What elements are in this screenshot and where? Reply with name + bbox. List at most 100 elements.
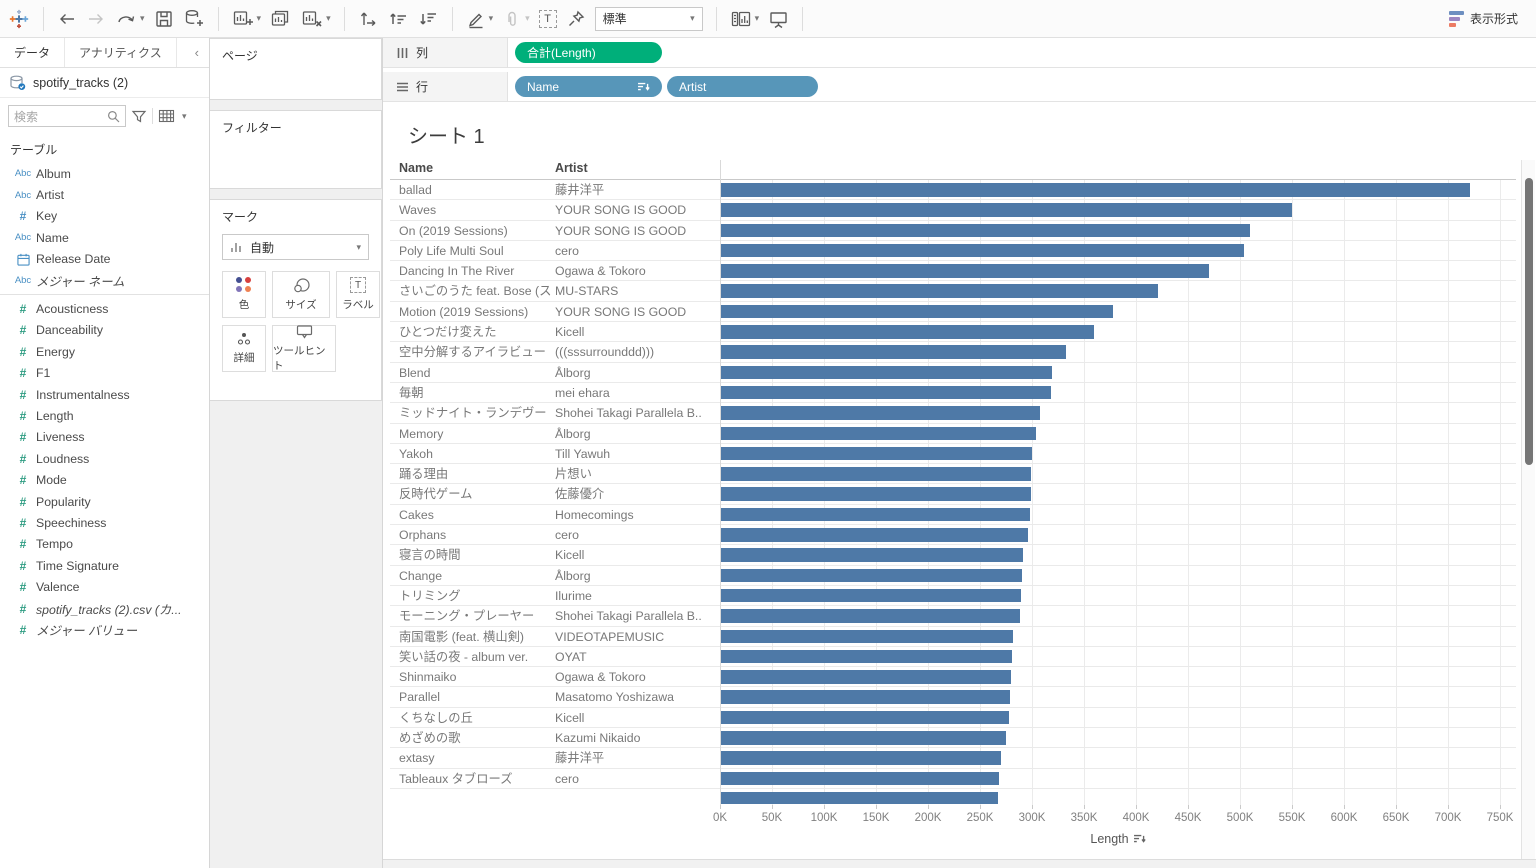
field-Speechiness[interactable]: #Speechiness (0, 512, 209, 533)
track-name[interactable]: Memory (399, 424, 551, 444)
track-name[interactable]: 毎朝 (399, 383, 551, 403)
artist-name[interactable]: Till Yawuh (555, 444, 715, 464)
field-Album[interactable]: AbcAlbum (0, 163, 209, 184)
label-button[interactable]: T ラベル (336, 271, 380, 318)
field-Length[interactable]: #Length (0, 405, 209, 426)
artist-name[interactable]: mei ehara (555, 383, 715, 403)
bar[interactable] (720, 284, 1158, 298)
track-name[interactable]: Tableaux タブローズ (399, 769, 551, 789)
artist-name[interactable]: Kicell (555, 545, 715, 565)
field-F1[interactable]: #F1 (0, 363, 209, 384)
artist-name[interactable]: 片想い (555, 464, 715, 484)
field-Danceability[interactable]: #Danceability (0, 320, 209, 341)
field-Artist[interactable]: AbcArtist (0, 184, 209, 205)
bar[interactable] (720, 325, 1094, 339)
track-name[interactable]: トリミング (399, 586, 551, 606)
clear-sheet-button[interactable]: ▾ (301, 8, 331, 29)
highlight-button[interactable]: ▾ (466, 9, 494, 29)
duplicate-sheet-button[interactable] (270, 8, 292, 29)
track-name[interactable]: Blend (399, 363, 551, 383)
pages-card[interactable]: ページ (210, 38, 382, 100)
dropdown-caret-icon[interactable]: ▾ (326, 13, 331, 24)
field-Tempo[interactable]: #Tempo (0, 534, 209, 555)
track-name[interactable]: 寝言の時間 (399, 545, 551, 565)
column-header-name[interactable]: Name (399, 161, 433, 175)
text-label-button[interactable]: T (539, 10, 557, 28)
bar[interactable] (720, 305, 1113, 319)
track-name[interactable]: extasy (399, 748, 551, 768)
columns-shelf-area[interactable]: 合計(Length) (508, 38, 1536, 68)
bar[interactable] (720, 467, 1031, 481)
artist-name[interactable]: OYAT (555, 647, 715, 667)
field-spotify_tracks (2).csv (カ...[interactable]: #spotify_tracks (2).csv (カ... (0, 598, 209, 619)
new-datasource-button[interactable] (183, 8, 205, 29)
filters-card[interactable]: フィルター (210, 110, 382, 189)
artist-name[interactable]: Ålborg (555, 363, 715, 383)
track-name[interactable]: ミッドナイト・ランデヴー (399, 403, 551, 423)
bar[interactable] (720, 447, 1032, 461)
bar[interactable] (720, 487, 1031, 501)
bar[interactable] (720, 609, 1020, 623)
track-name[interactable]: On (2019 Sessions) (399, 221, 551, 241)
bar[interactable] (720, 244, 1244, 258)
search-input[interactable]: 検索 (8, 105, 126, 127)
artist-name[interactable]: cero (555, 769, 715, 789)
bar[interactable] (720, 427, 1036, 441)
dropdown-caret-icon[interactable]: ▾ (182, 111, 187, 122)
artist-name[interactable]: Ogawa & Tokoro (555, 261, 715, 281)
group-button[interactable]: ▾ (502, 9, 530, 29)
rows-shelf-area[interactable]: NameArtist (508, 72, 1536, 102)
x-axis-title[interactable]: Length (720, 832, 1516, 846)
pill-Name[interactable]: Name (515, 76, 662, 97)
undo-button[interactable] (57, 9, 77, 29)
size-button[interactable]: サイズ (272, 271, 330, 318)
artist-name[interactable]: 藤井洋平 (555, 180, 715, 200)
bar[interactable] (720, 264, 1209, 278)
artist-name[interactable]: (((sssurrounddd))) (555, 342, 715, 362)
sort-ascending-button[interactable] (388, 8, 409, 29)
artist-name[interactable]: Ogawa & Tokoro (555, 667, 715, 687)
bar[interactable] (720, 224, 1250, 238)
bar[interactable] (720, 203, 1292, 217)
artist-name[interactable]: YOUR SONG IS GOOD (555, 221, 715, 241)
artist-name[interactable]: Shohei Takagi Parallela B.. (555, 403, 715, 423)
track-name[interactable]: Waves (399, 200, 551, 220)
field-Loudness[interactable]: #Loudness (0, 448, 209, 469)
artist-name[interactable]: Ilurime (555, 586, 715, 606)
bar[interactable] (720, 183, 1470, 197)
artist-name[interactable]: cero (555, 525, 715, 545)
dropdown-caret-icon[interactable]: ▾ (525, 13, 530, 24)
column-header-artist[interactable]: Artist (555, 161, 588, 175)
track-name[interactable]: 空中分解するアイラビュー (399, 342, 551, 362)
sort-descending-button[interactable] (418, 8, 439, 29)
bar[interactable] (720, 386, 1051, 400)
x-axis[interactable]: Length 0K50K100K150K200K250K300K350K400K… (720, 805, 1516, 851)
dropdown-caret-icon[interactable]: ▾ (257, 13, 262, 24)
swap-axes-button[interactable] (358, 8, 379, 29)
bar[interactable] (720, 650, 1012, 664)
field-Energy[interactable]: #Energy (0, 341, 209, 362)
bar[interactable] (720, 508, 1030, 522)
track-name[interactable]: Yakoh (399, 444, 551, 464)
tab-data[interactable]: データ (0, 38, 64, 67)
tab-analytics[interactable]: アナリティクス (64, 38, 177, 67)
track-name[interactable]: 踊る理由 (399, 464, 551, 484)
bar[interactable] (720, 792, 998, 804)
presentation-mode-button[interactable] (768, 9, 789, 29)
fix-axes-pin-button[interactable] (566, 9, 586, 29)
bar[interactable] (720, 366, 1052, 380)
bar[interactable] (720, 589, 1021, 603)
view-options-icon[interactable] (158, 109, 175, 123)
mark-type-selector[interactable]: 自動 ▾ (222, 234, 369, 260)
tooltip-button[interactable]: ツールヒント (272, 325, 336, 372)
dropdown-caret-icon[interactable]: ▾ (140, 13, 145, 24)
artist-name[interactable]: Homecomings (555, 505, 715, 525)
field-メジャー バリュー[interactable]: #メジャー バリュー (0, 619, 209, 640)
field-Valence[interactable]: #Valence (0, 576, 209, 597)
field-Popularity[interactable]: #Popularity (0, 491, 209, 512)
track-name[interactable]: ひとつだけ変えた (399, 322, 551, 342)
save-button[interactable] (154, 9, 174, 29)
dropdown-caret-icon[interactable]: ▾ (755, 13, 760, 24)
field-Mode[interactable]: #Mode (0, 469, 209, 490)
bar[interactable] (720, 345, 1066, 359)
